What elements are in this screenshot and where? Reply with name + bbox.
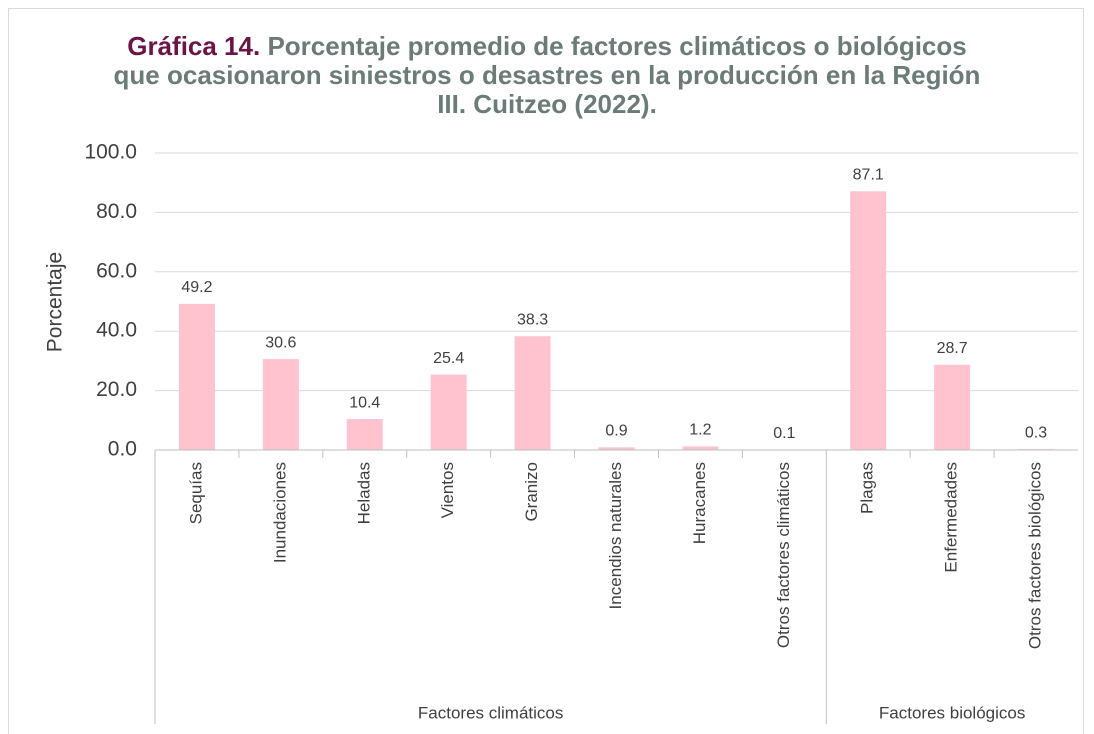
y-tick-label: 40.0: [96, 319, 137, 342]
x-tick-label: Sequías: [186, 462, 205, 524]
bar: [682, 446, 719, 450]
chart-title: Gráfica 14. Porcentaje promedio de facto…: [110, 32, 984, 119]
x-tick-label: Otros factores biológicos: [1026, 462, 1045, 649]
bar: [178, 303, 215, 450]
y-tick-label: 20.0: [96, 378, 137, 401]
x-tick-label: Incendios naturales: [606, 462, 625, 609]
data-label: 38.3: [517, 311, 548, 328]
data-label: 0.3: [1025, 424, 1047, 441]
bar: [262, 359, 299, 450]
data-label: 10.4: [349, 394, 380, 411]
x-tick-label: Heladas: [354, 462, 373, 524]
x-tick-label: Plagas: [858, 462, 877, 514]
bar: [598, 447, 635, 450]
x-tick-label: Inundaciones: [270, 462, 289, 563]
bar: [934, 364, 971, 450]
chart-frame: [8, 8, 1084, 734]
x-tick-label: Vientos: [438, 462, 457, 518]
data-label: 0.9: [605, 423, 627, 440]
y-tick-label: 60.0: [96, 259, 137, 282]
y-axis-label: Porcentaje: [44, 252, 67, 352]
y-tick-label: 80.0: [96, 200, 137, 223]
bar: [430, 374, 467, 450]
data-label: 49.2: [181, 279, 212, 296]
data-label: 28.7: [937, 340, 968, 357]
data-label: 30.6: [265, 334, 296, 351]
title-text: Porcentaje promedio de factores climátic…: [113, 31, 981, 119]
bar: [346, 419, 383, 450]
bar: [850, 191, 887, 451]
bar: [514, 336, 551, 450]
x-tick-label: Otros factores climáticos: [774, 462, 793, 648]
data-label: 87.1: [853, 167, 884, 184]
x-tick-label: Granizo: [522, 462, 541, 522]
group-label: Factores biológicos: [879, 703, 1025, 722]
y-tick-label: 100.0: [84, 141, 137, 164]
title-label: Gráfica 14.: [127, 31, 261, 61]
data-label: 25.4: [433, 350, 464, 367]
y-tick-label: 0.0: [108, 438, 137, 461]
group-label: Factores climáticos: [418, 703, 563, 722]
x-tick-label: Huracanes: [690, 462, 709, 544]
data-label: 0.1: [773, 425, 795, 442]
data-label: 1.2: [689, 422, 711, 439]
x-tick-label: Enfermedades: [942, 462, 961, 573]
